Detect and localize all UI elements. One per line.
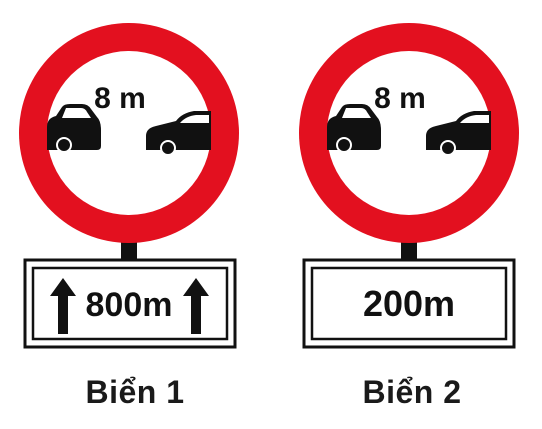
- supplementary-plate: [302, 258, 516, 349]
- sign-caption: Biển 2: [362, 374, 462, 410]
- plate-inner-border: [31, 266, 229, 341]
- car-right-icon: [146, 111, 211, 156]
- sign-2: 8 m 200m Biển 2: [277, 0, 542, 429]
- sign-2-graphic: 8 m 200m: [299, 23, 519, 349]
- sign-1: 8 m 800m Biển 1: [0, 0, 270, 429]
- plate-distance-text: 200m: [363, 283, 455, 324]
- gap-label: 8 m: [374, 82, 426, 115]
- arrow-up-left-icon: [50, 278, 76, 334]
- car-left-icon: [47, 104, 101, 153]
- gap-label: 8 m: [94, 82, 146, 115]
- plate-inner-border: [310, 266, 508, 341]
- sign-1-graphic: 8 m 800m: [19, 23, 239, 349]
- sign-caption: Biển 1: [85, 374, 185, 410]
- car-right-icon: [426, 111, 491, 156]
- sign-face: [327, 51, 491, 215]
- sign-face: [47, 51, 211, 215]
- plate-distance-text: 800m: [86, 286, 173, 324]
- arrow-up-right-icon: [183, 278, 209, 334]
- car-left-icon: [327, 104, 381, 153]
